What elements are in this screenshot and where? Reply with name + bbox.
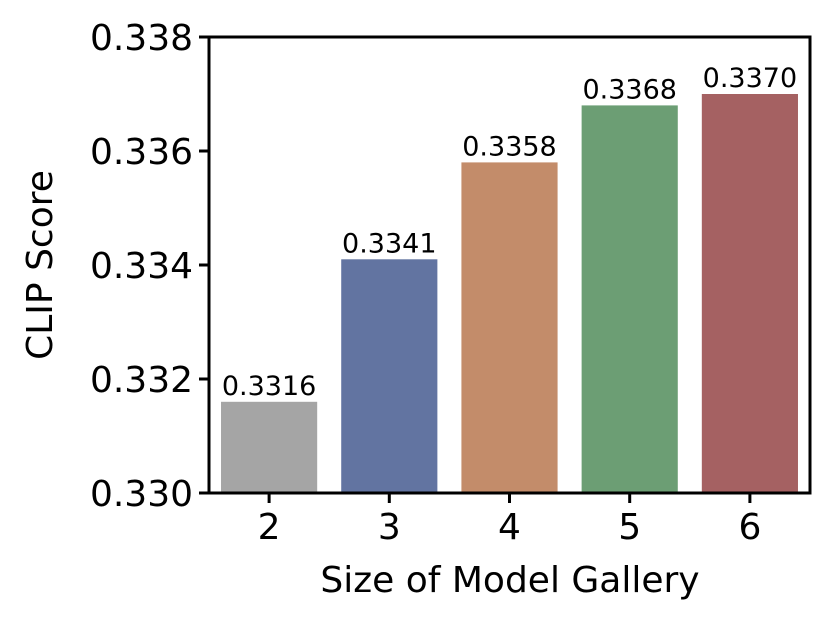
bar	[581, 105, 678, 494]
bar	[221, 401, 318, 493]
y-tick-label: 0.338	[90, 18, 193, 59]
y-tick-label: 0.336	[90, 132, 193, 173]
bar	[461, 162, 558, 493]
y-tick-label: 0.332	[90, 360, 193, 401]
value-label: 0.3316	[222, 371, 316, 402]
value-label: 0.3341	[342, 228, 436, 259]
value-label: 0.3358	[462, 131, 556, 162]
x-axis-label: Size of Model Gallery	[320, 560, 699, 601]
y-axis-label: CLIP Score	[20, 170, 61, 360]
bar	[701, 94, 798, 493]
plot-frame	[207, 35, 812, 495]
x-tick-label: 5	[618, 507, 641, 548]
y-tick-label: 0.330	[90, 474, 193, 515]
x-tick-label: 6	[738, 507, 761, 548]
x-tick-label: 2	[258, 507, 281, 548]
bar	[341, 259, 438, 493]
value-label: 0.3368	[582, 74, 676, 105]
y-tick-label: 0.334	[90, 246, 193, 287]
value-label: 0.3370	[703, 63, 797, 94]
x-tick-label: 3	[378, 507, 401, 548]
x-tick-label: 4	[498, 507, 521, 548]
